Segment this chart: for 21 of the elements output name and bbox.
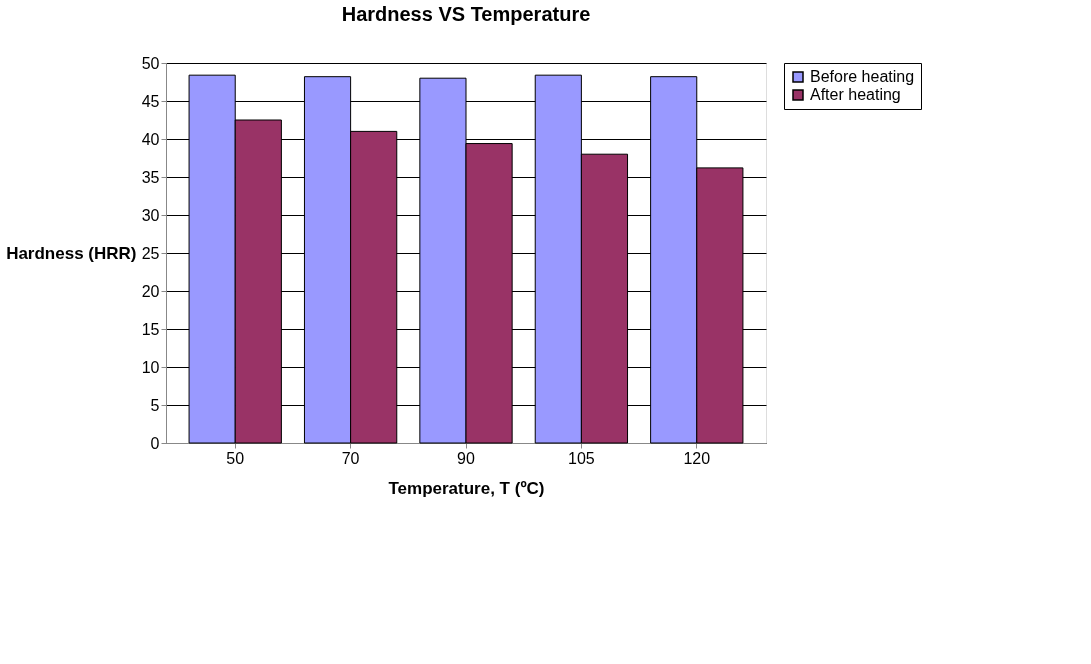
x-tick-label: 90: [457, 449, 475, 467]
y-tick-label: 25: [141, 244, 160, 262]
x-tick-label: 70: [341, 449, 360, 467]
x-tick-label: 50: [226, 449, 245, 467]
y-tick-label: 40: [141, 130, 160, 148]
chart-title: Hardness VS Temperature: [341, 3, 591, 25]
y-tick-label: 20: [141, 282, 160, 300]
legend-label: Before heating: [810, 68, 915, 85]
y-tick-label: 0: [150, 434, 160, 452]
y-tick-label: 45: [141, 92, 160, 110]
y-tick-label: 35: [141, 168, 160, 186]
y-tick-label: 30: [141, 206, 160, 224]
y-tick-label: 5: [150, 396, 160, 414]
legend-label: After heating: [810, 86, 901, 103]
y-tick-label: 50: [141, 54, 160, 72]
x-axis-title: Temperature, T (ºC): [388, 478, 545, 498]
y-tick-label: 10: [141, 358, 160, 376]
y-axis-title: Hardness (HRR): [6, 243, 137, 263]
x-tick-label: 120: [683, 449, 711, 467]
x-tick-label: 105: [568, 449, 595, 467]
y-tick-label: 15: [141, 320, 160, 338]
